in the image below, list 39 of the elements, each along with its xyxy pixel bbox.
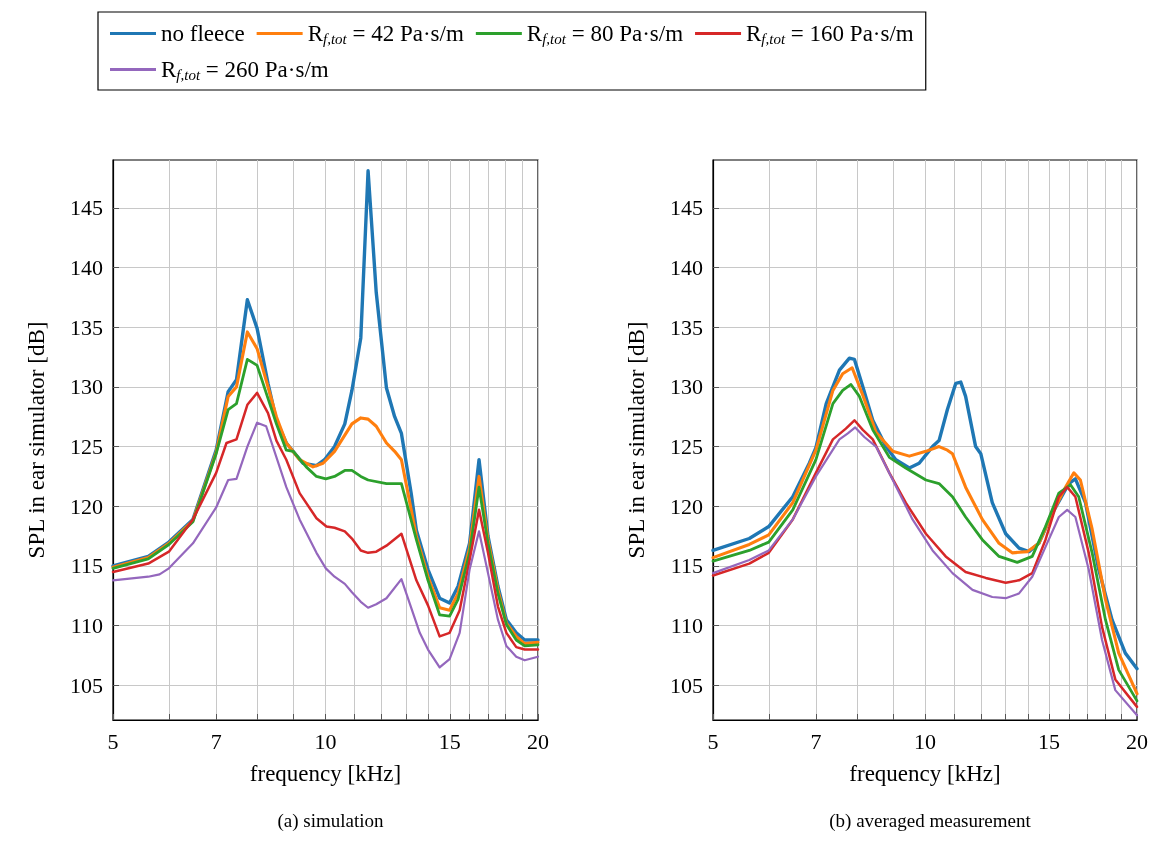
y-tick-label: 125 (670, 434, 703, 460)
x-tick-label: 5 (107, 728, 119, 754)
y-tick-label: 110 (670, 613, 703, 639)
x-tick-label: 7 (210, 728, 222, 754)
y-axis-title: SPL in ear simulator [dB] (24, 321, 49, 559)
x-tick-label: 10 (314, 728, 337, 754)
y-tick-label: 115 (70, 553, 103, 579)
x-tick-label: 7 (810, 728, 822, 754)
x-axis-title: frequency [kHz] (249, 761, 402, 786)
y-tick-label: 135 (670, 314, 703, 340)
y-tick-label: 110 (70, 613, 103, 639)
x-tick-label: 10 (914, 728, 936, 754)
y-tick-label: 145 (70, 195, 103, 221)
x-tick-label: 20 (527, 728, 549, 754)
y-tick-label: 130 (670, 374, 703, 400)
y-tick-label: 105 (670, 672, 703, 698)
legend-label: Rf,tot = 80 Pa·s/m (526, 21, 684, 47)
x-tick-label: 15 (1038, 728, 1061, 754)
y-tick-label: 125 (70, 434, 103, 460)
y-tick-label: 140 (670, 254, 703, 280)
legend-label: Rf,tot = 160 Pa·s/m (746, 21, 914, 47)
y-tick-label: 120 (670, 493, 703, 519)
y-tick-label: 135 (70, 314, 103, 340)
legend-label: Rf,tot = 42 Pa·s/m (307, 21, 464, 47)
x-tick-label: 5 (707, 728, 719, 754)
y-tick-label: 105 (70, 672, 103, 698)
text: (a) simulation (277, 810, 385, 832)
y-tick-label: 140 (70, 254, 103, 280)
text: (b) averaged measurement (829, 810, 1032, 832)
x-tick-label: 15 (438, 728, 461, 754)
y-tick-label: 145 (670, 195, 703, 221)
y-tick-label: 130 (70, 374, 103, 400)
y-tick-label: 115 (670, 553, 703, 579)
legend-label: no fleece (161, 21, 245, 46)
y-axis-title: SPL in ear simulator [dB] (624, 321, 649, 559)
x-tick-label: 20 (1126, 728, 1148, 754)
legend-label: Rf,tot = 260 Pa·s/m (161, 57, 329, 83)
x-axis-title: frequency [kHz] (849, 761, 1001, 786)
y-tick-label: 120 (70, 493, 103, 519)
